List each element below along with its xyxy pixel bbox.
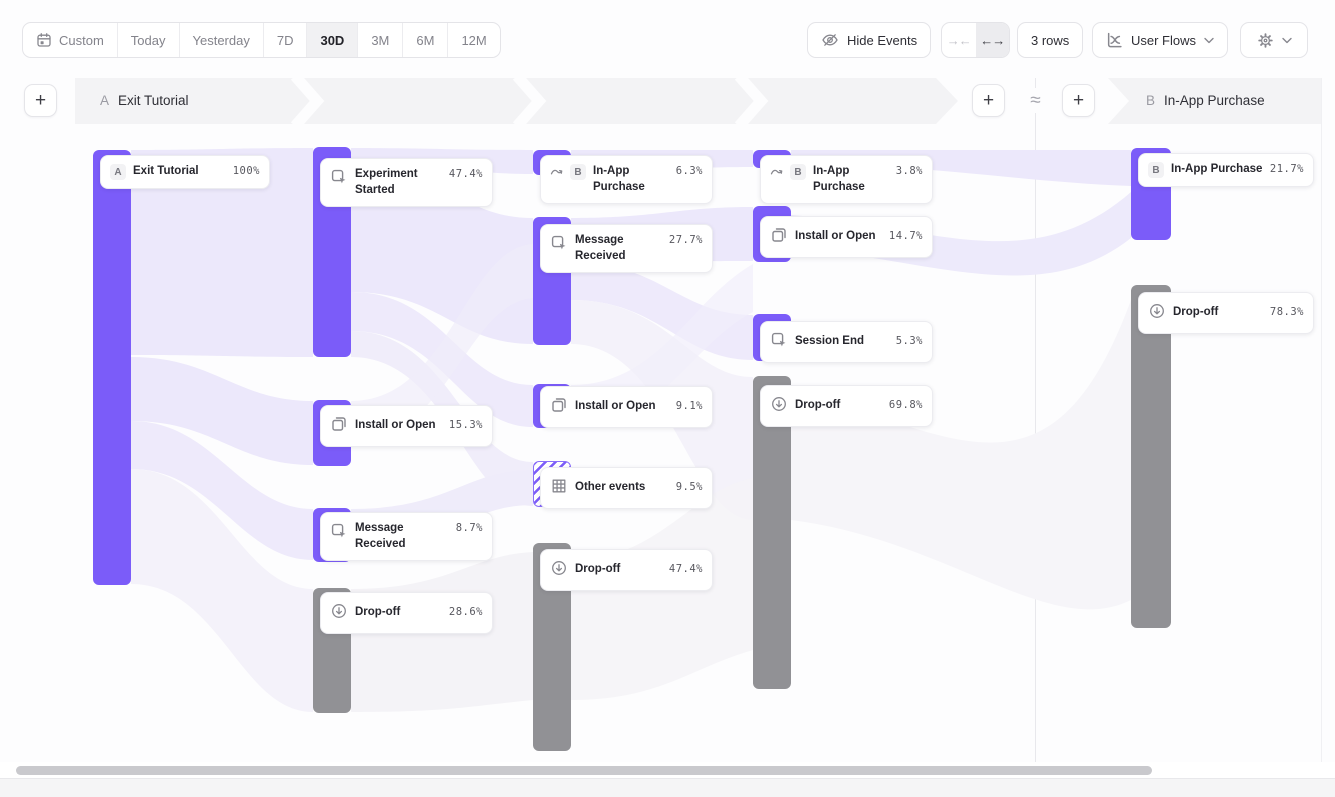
- cursor-click-icon: [770, 331, 788, 354]
- drop-off-icon: [330, 602, 348, 625]
- add-step-button-right[interactable]: +: [1062, 84, 1095, 117]
- drop-off-icon: [550, 559, 568, 582]
- letter-b-badge: B: [1148, 162, 1164, 178]
- cursor-click-icon: [330, 522, 348, 545]
- step-a-badge: A: [100, 93, 110, 108]
- install-icon: [550, 396, 568, 419]
- date-range-custom[interactable]: Custom: [23, 23, 117, 57]
- gear-icon: [1257, 32, 1274, 49]
- chevron-down-icon: [1204, 37, 1214, 44]
- date-range-3m[interactable]: 3M: [357, 23, 402, 57]
- collapse-arrows-icon[interactable]: →←: [946, 32, 972, 48]
- step-b-header[interactable]: B In-App Purchase: [1146, 93, 1265, 108]
- cursor-click-icon: [330, 168, 348, 191]
- step-b-label: In-App Purchase: [1164, 93, 1265, 108]
- install-icon: [330, 415, 348, 438]
- date-range-30d[interactable]: 30D: [306, 23, 358, 57]
- view-type-dropdown[interactable]: User Flows: [1092, 22, 1229, 58]
- flow-node-card[interactable]: Session End 5.3%: [760, 321, 933, 363]
- step-a-label: Exit Tutorial: [118, 93, 189, 108]
- calendar-icon: [36, 32, 52, 48]
- approx-icon: ≈: [1021, 88, 1050, 113]
- flow-node-card[interactable]: B In-App Purchase 6.3%: [540, 155, 713, 205]
- canvas-right-edge: [1321, 78, 1322, 762]
- letter-a-badge: A: [110, 164, 126, 180]
- flow-node-card[interactable]: Drop-off 28.6%: [320, 592, 493, 634]
- flow-node-card[interactable]: Experiment Started 47.4%: [320, 158, 493, 208]
- rows-button[interactable]: 3 rows: [1017, 22, 1084, 58]
- trend-arrow-icon: [550, 165, 563, 183]
- view-type-label: User Flows: [1131, 32, 1197, 48]
- width-toggle: →← ←→: [941, 22, 1010, 58]
- grid-icon: [550, 477, 568, 500]
- eye-off-icon: [821, 31, 839, 49]
- flow-node-card[interactable]: Drop-off 78.3%: [1138, 292, 1314, 334]
- rows-label: 3 rows: [1031, 32, 1070, 48]
- flow-node-card[interactable]: Other events 9.5%: [540, 467, 713, 509]
- hide-events-button[interactable]: Hide Events: [807, 22, 932, 58]
- date-range-yesterday[interactable]: Yesterday: [178, 23, 263, 57]
- cursor-click-icon: [550, 234, 568, 257]
- drop-off-icon: [770, 395, 788, 418]
- flow-node-card[interactable]: Message Received 8.7%: [320, 512, 493, 562]
- flow-node-card[interactable]: B In-App Purchase 3.8%: [760, 155, 933, 205]
- flow-node-card[interactable]: A Exit Tutorial 100%: [100, 155, 270, 189]
- hide-events-label: Hide Events: [847, 32, 918, 48]
- date-range-6m[interactable]: 6M: [402, 23, 447, 57]
- flow-node-card[interactable]: B In-App Purchase 21.7%: [1138, 153, 1314, 187]
- letter-b-badge: B: [790, 164, 806, 180]
- date-range-today[interactable]: Today: [116, 23, 179, 57]
- flow-node-bar[interactable]: [753, 376, 791, 689]
- expand-arrows-icon[interactable]: ←→: [975, 23, 1009, 57]
- flow-node-bar[interactable]: [93, 150, 131, 585]
- step-header-band: [75, 72, 1321, 130]
- date-range-label: Custom: [59, 32, 104, 48]
- flow-node-card[interactable]: Message Received 27.7%: [540, 224, 713, 274]
- user-flows-chart-icon: [1106, 32, 1123, 49]
- flow-node-card[interactable]: Install or Open 15.3%: [320, 405, 493, 447]
- drop-off-icon: [1148, 302, 1166, 325]
- chevron-down-icon: [1281, 37, 1292, 44]
- date-range-selector: Custom Today Yesterday 7D 30D 3M 6M 12M: [22, 22, 501, 58]
- flow-node-bar[interactable]: [1131, 285, 1171, 628]
- letter-b-badge: B: [570, 164, 586, 180]
- horizontal-scrollbar-thumb[interactable]: [16, 766, 1152, 775]
- flow-node-card[interactable]: Install or Open 14.7%: [760, 216, 933, 258]
- bottom-strip: [0, 778, 1335, 797]
- settings-dropdown[interactable]: [1240, 22, 1308, 58]
- install-icon: [770, 226, 788, 249]
- step-b-badge: B: [1146, 93, 1156, 108]
- trend-arrow-icon: [770, 165, 783, 183]
- flow-node-card[interactable]: Install or Open 9.1%: [540, 386, 713, 428]
- date-range-12m[interactable]: 12M: [447, 23, 499, 57]
- flow-node-card[interactable]: Drop-off 47.4%: [540, 549, 713, 591]
- add-step-button-middle[interactable]: +: [972, 84, 1005, 117]
- flow-split-divider: [1035, 78, 1036, 762]
- add-step-button-left[interactable]: +: [24, 84, 57, 117]
- flow-node-card[interactable]: Drop-off 69.8%: [760, 385, 933, 427]
- date-range-7d[interactable]: 7D: [262, 23, 307, 57]
- step-a-header[interactable]: A Exit Tutorial: [100, 93, 189, 108]
